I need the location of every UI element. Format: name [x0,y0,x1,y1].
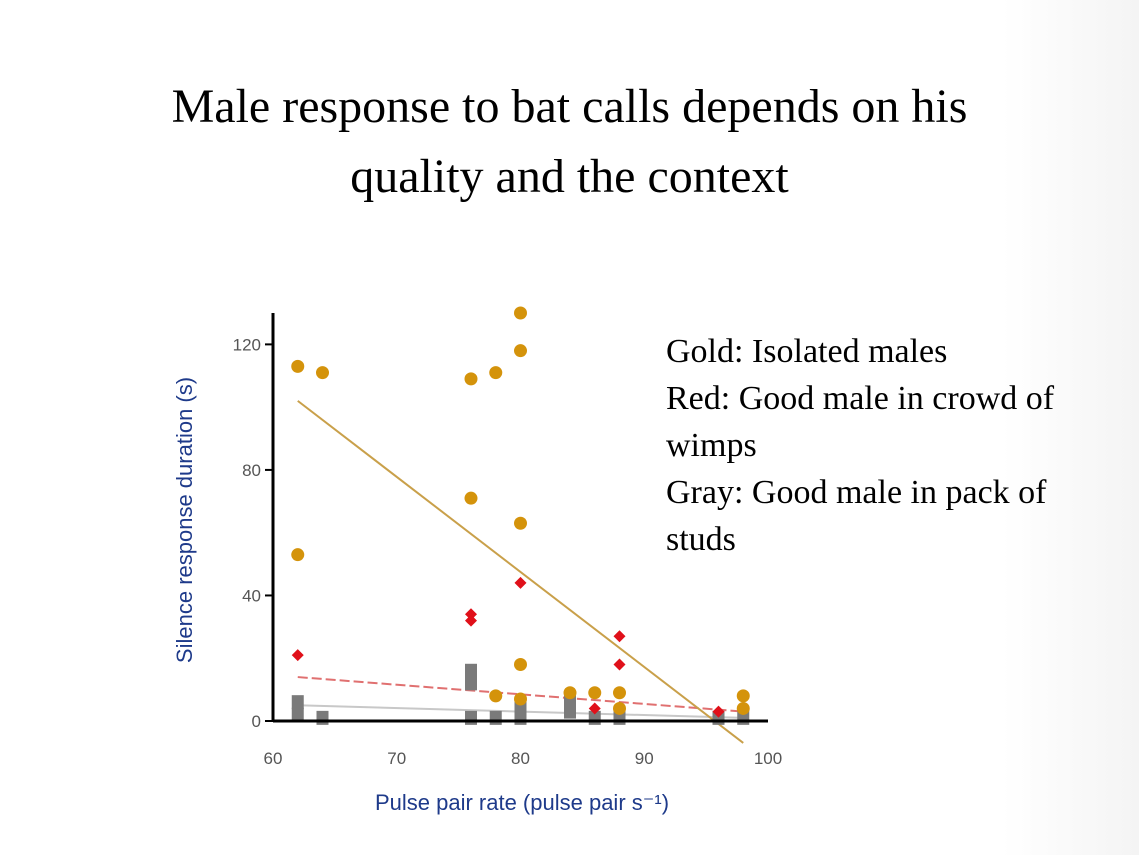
trend-line-red [297,676,744,713]
ticks: 60 70 80 90 100 0 40 80 120 [233,335,783,768]
point-gray [316,710,329,725]
point-gold [588,686,602,700]
x-tick-label: 70 [387,749,406,768]
trend-line-gold [297,400,744,744]
point-gold [736,689,750,703]
point-gold [613,701,626,715]
title-line-2: quality and the context [350,150,789,203]
axes [271,313,768,723]
point-gray [465,663,477,678]
point-gold [514,658,527,672]
point-gold [514,344,527,358]
point-red [588,702,601,715]
point-gold [291,548,305,562]
point-gold [489,689,503,703]
x-tick-label: 90 [635,749,654,768]
y-tick-label: 0 [252,712,261,731]
note-red-line-1: Red: Good male in crowd of [666,380,1055,417]
legend-notes: Gold: Isolated males Red: Good male in c… [666,328,1136,563]
point-gray [564,704,576,719]
point-gray [514,710,527,725]
point-gray [465,710,477,725]
point-gold [291,359,305,373]
point-red [465,608,477,621]
point-gray [291,695,304,710]
title-line-1: Male response to bat calls depends on hi… [171,80,968,133]
point-gold [464,491,478,505]
point-red [712,705,725,718]
x-axis-label: Pulse pair rate (pulse pair s⁻¹) [375,790,669,815]
x-tick-label: 100 [754,749,782,768]
point-gold [464,372,478,386]
x-tick-label: 60 [264,749,283,768]
point-gray [489,710,502,725]
point-red [613,658,626,671]
point-red [465,614,477,627]
y-tick-label: 40 [242,586,261,605]
point-gold [563,686,577,700]
point-gray [465,676,477,691]
note-red-line-2: wimps [666,427,757,464]
point-gold [489,366,503,380]
note-gray-line-2: studs [666,521,736,558]
point-red [514,576,527,589]
point-gold [514,692,527,706]
point-gold [613,686,626,700]
x-tick-label: 80 [511,749,530,768]
point-gold [514,516,527,530]
y-tick-label: 80 [242,461,261,480]
slide-title: Male response to bat calls depends on hi… [0,72,1139,212]
point-gold [736,701,750,715]
point-gray [291,707,304,722]
point-red [291,649,304,662]
note-gold: Gold: Isolated males [666,333,948,370]
data-points [291,306,750,725]
y-axis-label: Silence response duration (s) [172,377,197,663]
point-gold [514,306,527,320]
y-tick-label: 120 [233,335,261,354]
point-gold [316,366,329,380]
point-red [613,630,626,643]
note-gray-line-1: Gray: Good male in pack of [666,474,1047,511]
